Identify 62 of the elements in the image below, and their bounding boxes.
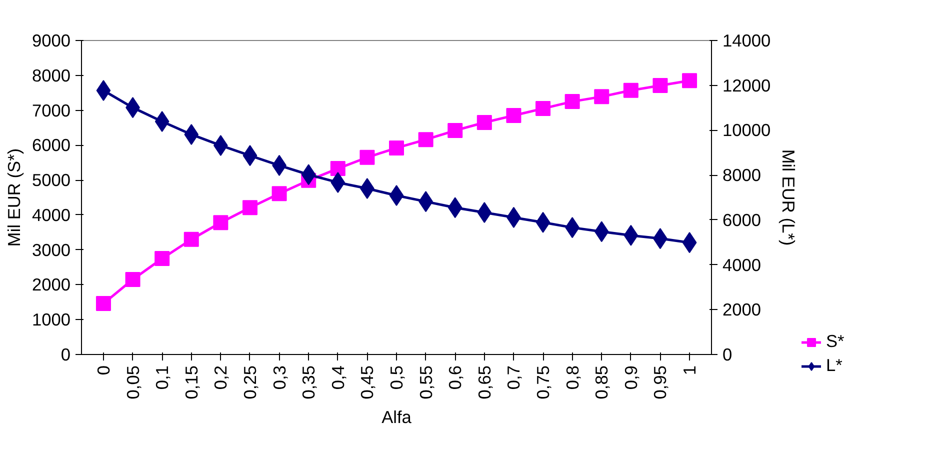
x-tick-label: 0,9 <box>620 365 641 390</box>
x-tick-label: 0,4 <box>328 365 348 390</box>
point <box>272 186 287 202</box>
x-tick-label: 0,05 <box>122 365 143 400</box>
x-tick-label: 0 <box>93 365 114 376</box>
x-tick-label: 0,95 <box>650 365 670 400</box>
point <box>184 232 199 247</box>
y-tick-label: 1000 <box>32 310 71 330</box>
y-tick-label: 2000 <box>32 274 71 295</box>
x-tick-label: 0,1 <box>152 365 172 390</box>
x-axis-title: Alfa <box>382 407 412 428</box>
point <box>564 94 580 110</box>
y-tick-label: 5000 <box>32 170 71 190</box>
y2-tick-label: 14000 <box>722 30 771 50</box>
point <box>476 114 492 130</box>
point <box>448 123 463 138</box>
y-axis-title: Mil EUR (S*) <box>4 148 24 247</box>
x-tick-label: 0,7 <box>504 365 524 390</box>
point <box>125 272 140 287</box>
x-tick-label: 1 <box>680 365 700 376</box>
point <box>389 140 404 156</box>
point <box>594 89 610 104</box>
y2-tick-label: 8000 <box>722 165 762 186</box>
legend-label: L* <box>826 355 844 376</box>
y-tick-label: 4000 <box>32 204 71 225</box>
y2-tick-label: 10000 <box>722 120 771 140</box>
y2-axis-title: Mil EUR (L*) <box>778 149 799 246</box>
y-tick-label: 9000 <box>32 30 71 50</box>
x-tick-label: 0,85 <box>592 365 612 400</box>
point <box>154 251 170 266</box>
y-tick-label: 6000 <box>32 135 71 156</box>
x-tick-label: 0,35 <box>298 365 319 400</box>
point <box>536 101 551 116</box>
point <box>96 296 111 312</box>
y-tick-label: 7000 <box>32 100 71 120</box>
legend-label: S* <box>826 331 846 352</box>
x-tick-label: 0,2 <box>210 365 231 390</box>
x-tick-label: 0,65 <box>474 365 494 400</box>
y2-tick-label: 2000 <box>722 300 762 320</box>
point <box>213 215 228 230</box>
y2-tick-label: 6000 <box>722 210 762 230</box>
x-tick-label: 0,8 <box>562 365 582 390</box>
y2-tick-label: 12000 <box>722 75 771 96</box>
x-tick-label: 0,25 <box>240 365 260 400</box>
x-tick-label: 0,3 <box>269 365 290 390</box>
point <box>360 150 375 165</box>
point <box>242 200 258 216</box>
x-tick-label: 0,5 <box>386 365 406 390</box>
point <box>623 82 638 98</box>
x-tick-label: 0,75 <box>533 365 554 400</box>
point <box>418 132 434 148</box>
y2-tick-label: 4000 <box>722 254 762 275</box>
point <box>682 73 698 88</box>
point <box>330 161 346 176</box>
x-tick-label: 0,55 <box>416 365 436 400</box>
point <box>506 108 522 124</box>
point <box>652 78 668 94</box>
y-tick-label: 3000 <box>32 240 71 260</box>
y-tick-label: 8000 <box>32 65 71 86</box>
x-tick-label: 0,15 <box>181 365 202 400</box>
x-tick-label: 0,45 <box>357 365 378 400</box>
x-tick-label: 0,6 <box>445 365 466 390</box>
